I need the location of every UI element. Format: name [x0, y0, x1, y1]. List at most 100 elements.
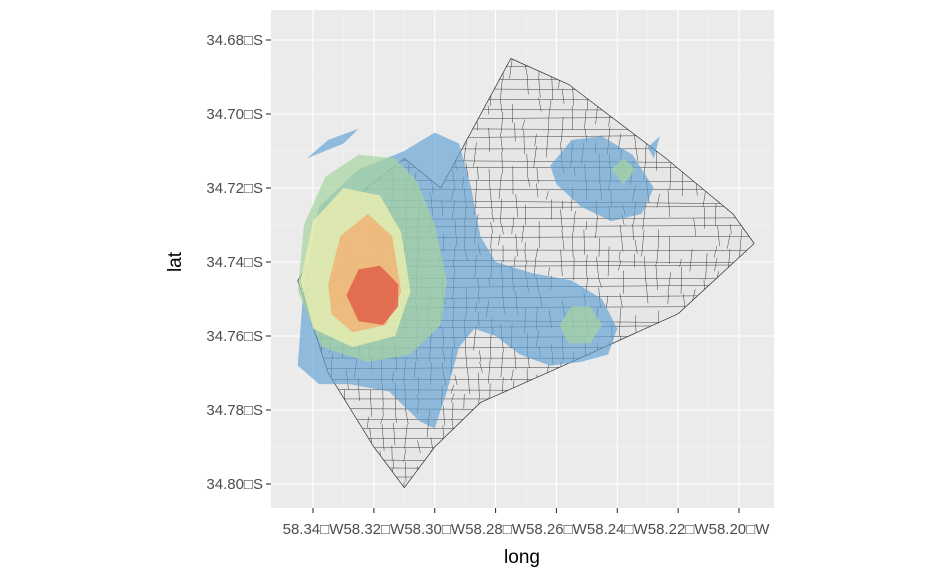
tract-line — [573, 211, 576, 220]
tract-line — [479, 350, 482, 363]
density-region — [346, 265, 399, 325]
tract-line — [561, 88, 565, 105]
x-tick-label: 58.22□W — [648, 521, 710, 538]
tract-line — [514, 348, 517, 370]
tract-line — [381, 423, 385, 451]
tract-line — [713, 245, 718, 258]
tract-line — [443, 405, 445, 426]
x-axis-title: long — [504, 547, 540, 568]
tract-line — [534, 133, 537, 147]
tract-line — [392, 460, 394, 469]
tract-line — [714, 257, 718, 272]
tract-line — [488, 359, 491, 384]
y-tick-label: 34.72□S — [206, 180, 263, 197]
tract-line — [656, 243, 659, 265]
tract-line — [450, 384, 454, 394]
x-tick-label: 58.28□W — [465, 521, 527, 538]
x-tick-label: 58.20□W — [709, 521, 771, 538]
x-tick-label: 58.24□W — [587, 521, 649, 538]
tract-line — [572, 219, 575, 238]
tract-line — [679, 258, 682, 267]
tract-line — [546, 191, 549, 200]
tract-line — [405, 461, 407, 482]
tract-line — [606, 295, 609, 308]
tract-line — [705, 252, 708, 280]
tract-line — [500, 78, 503, 99]
y-tick-label: 34.76□S — [206, 328, 263, 345]
tract-line — [527, 174, 531, 188]
tract-line — [515, 194, 519, 218]
x-axis: 58.34□W 58.32□W 58.30□W 58.28□W 58.26□W 58.24… — [283, 508, 771, 538]
tract-line — [547, 267, 550, 276]
tract-line — [523, 129, 525, 155]
tract-line — [561, 116, 564, 143]
tract-line — [491, 212, 494, 222]
y-tick-label: 34.80□S — [206, 476, 263, 493]
tract-line — [367, 416, 369, 428]
density-region — [559, 306, 603, 344]
tract-line — [560, 249, 563, 276]
tract-line — [430, 437, 434, 451]
tract-line — [641, 229, 645, 257]
tract-line — [632, 223, 634, 241]
tract-line — [511, 369, 514, 381]
tract-line — [645, 281, 649, 304]
tract-line — [667, 189, 670, 217]
tract-line — [717, 225, 720, 246]
density-level-5 — [346, 265, 399, 325]
tract-line — [595, 215, 598, 239]
tract-line — [739, 229, 743, 258]
tract-line — [548, 119, 550, 133]
tract-line — [598, 238, 600, 257]
tract-line — [488, 168, 491, 195]
tract-line — [692, 289, 696, 302]
tract-line — [417, 440, 421, 453]
tract-line — [479, 361, 483, 373]
tract-line — [501, 223, 504, 235]
tract-line — [490, 233, 492, 248]
tract-line — [463, 139, 467, 163]
tract-line — [693, 218, 697, 237]
tract-line — [619, 251, 621, 261]
x-tick-label: 58.32□W — [343, 521, 405, 538]
tract-line — [380, 414, 384, 424]
tract-line — [526, 153, 529, 175]
tract-line — [524, 251, 527, 265]
tract-line — [536, 167, 539, 184]
y-tick-label: 34.74□S — [206, 254, 263, 271]
y-axis-title: lat — [165, 251, 186, 272]
tract-line — [513, 256, 516, 267]
tract-line — [644, 256, 646, 282]
tract-line — [726, 233, 731, 249]
tract-line — [515, 234, 518, 257]
tract-line — [511, 225, 513, 235]
y-tick-label: 34.70□S — [206, 106, 263, 123]
tract-line — [655, 264, 658, 291]
tract-line — [500, 351, 504, 378]
tract-line — [585, 221, 587, 231]
tract-line — [656, 193, 660, 208]
tract-line — [465, 162, 469, 178]
tract-line — [473, 142, 477, 167]
tract-line — [501, 111, 504, 133]
tract-line — [502, 377, 504, 395]
tract-line — [477, 166, 479, 180]
tract-line — [619, 224, 622, 237]
tract-line — [619, 293, 623, 308]
tract-line — [585, 254, 588, 268]
tract-line — [488, 127, 491, 152]
tract-line — [454, 374, 458, 386]
tract-line — [702, 189, 706, 208]
tract-line — [619, 307, 621, 336]
tract-line — [464, 342, 467, 368]
tract-line — [608, 246, 610, 255]
density-region — [306, 128, 359, 159]
tract-line — [509, 58, 513, 79]
tract-line — [584, 110, 587, 124]
tract-line — [498, 173, 502, 199]
tract-line — [395, 414, 397, 423]
tract-line — [498, 234, 501, 246]
tract-line — [634, 239, 638, 254]
tract-line — [598, 278, 602, 288]
